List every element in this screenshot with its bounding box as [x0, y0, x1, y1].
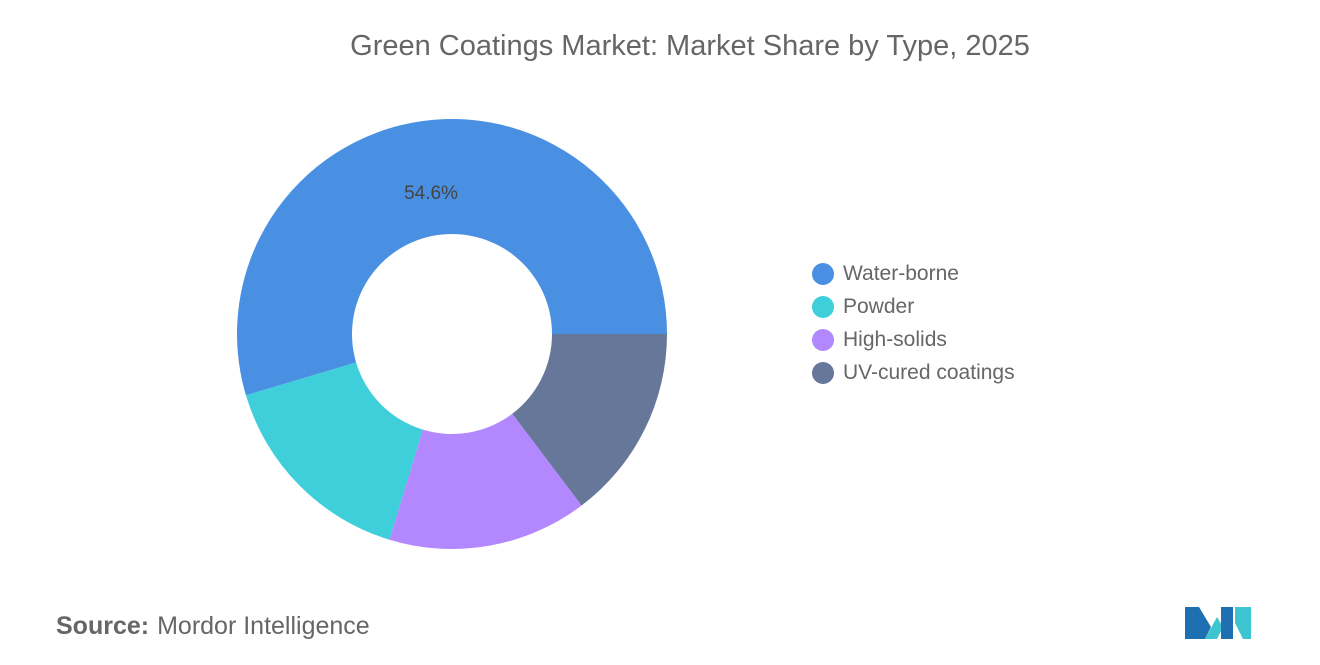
mordor-logo-icon — [1185, 607, 1251, 639]
source-value: Mordor Intelligence — [157, 612, 370, 640]
legend-label: Water-borne — [843, 261, 959, 285]
legend-item: UV-cured coatings — [812, 356, 1015, 389]
legend-item: Powder — [812, 290, 1015, 323]
chart-title: Green Coatings Market: Market Share by T… — [350, 30, 1030, 62]
legend-swatch — [812, 295, 834, 318]
slice-high-solids — [389, 413, 582, 550]
legend-label: Powder — [843, 294, 915, 318]
slice-uv-cured-coatings — [512, 334, 667, 506]
source: Source: Mordor Intelligence — [56, 612, 370, 641]
legend: Water-borne Powder High-solids UV-cured coa… — [812, 257, 1015, 389]
slice-powder — [245, 362, 423, 540]
legend-swatch — [812, 328, 834, 351]
data-label: 54.6% — [404, 183, 458, 204]
legend-item: High-solids — [812, 323, 1015, 356]
slice-water-borne — [237, 119, 667, 396]
legend-label: UV-cured coatings — [843, 360, 1015, 384]
source-label: Source: — [56, 612, 150, 640]
legend-swatch — [812, 262, 834, 285]
legend-label: High-solids — [843, 327, 947, 351]
legend-swatch — [812, 361, 834, 384]
legend-item: Water-borne — [812, 257, 1015, 290]
